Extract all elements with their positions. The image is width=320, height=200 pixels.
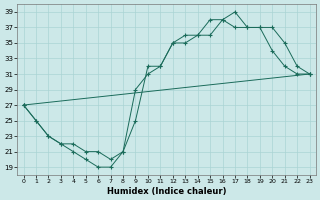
X-axis label: Humidex (Indice chaleur): Humidex (Indice chaleur): [107, 187, 226, 196]
